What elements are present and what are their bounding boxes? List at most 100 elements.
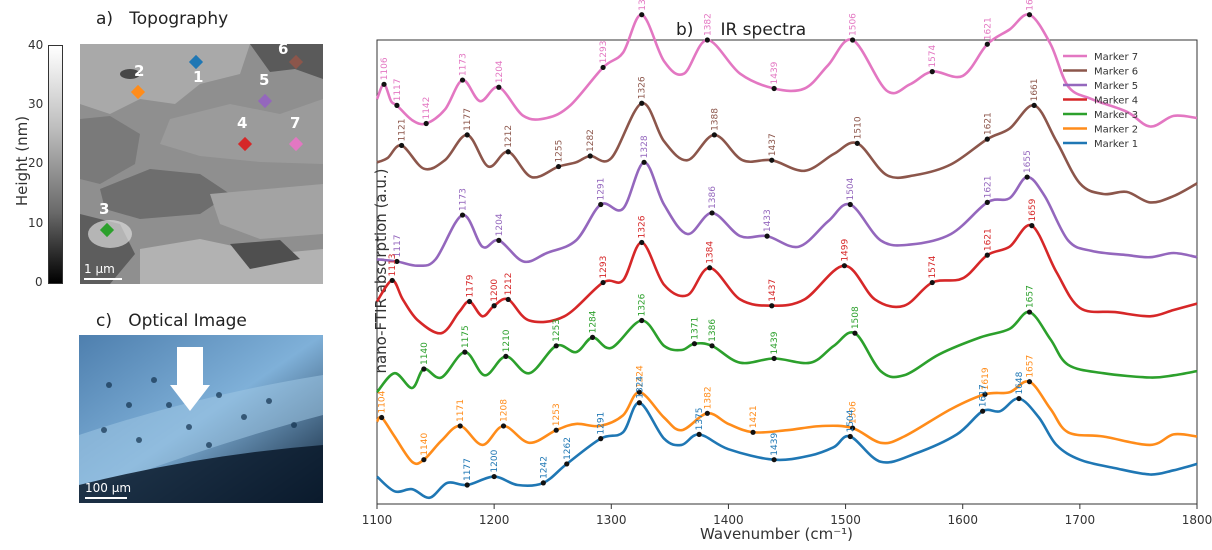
peak-point (984, 252, 990, 258)
peak-point (709, 343, 715, 349)
peak-point (771, 85, 777, 92)
peak-point (709, 210, 715, 216)
peak-point (564, 461, 570, 467)
peak-label: 1204 (495, 60, 505, 83)
peak-point (379, 414, 385, 421)
peak-point (1016, 395, 1022, 402)
peak-label: 1439 (770, 61, 780, 84)
peak-point (769, 157, 775, 163)
spectrum-marker-6 (376, 102, 1198, 204)
peak-point (600, 64, 606, 71)
peak-label: 1619 (981, 367, 991, 390)
topography-marker-label: 5 (259, 71, 270, 89)
peak-point (464, 482, 470, 488)
peak-label: 1574 (928, 255, 938, 278)
peak-label: 1242 (539, 456, 549, 479)
spectrum-marker-1 (376, 397, 1198, 500)
peak-label: 1293 (599, 256, 609, 279)
topography-marker-label: 6 (278, 40, 289, 58)
peak-label: 1117 (393, 78, 403, 101)
peak-point (847, 433, 853, 440)
colorbar-tick: 0 (35, 275, 43, 289)
peak-label: 1106 (380, 57, 390, 80)
peak-point (850, 37, 856, 43)
peak-label: 1200 (490, 279, 500, 302)
peak-point (500, 423, 507, 429)
peak-point (459, 212, 466, 218)
peak-point (639, 100, 645, 106)
peak-label: 1171 (456, 399, 466, 422)
peak-point (459, 77, 466, 83)
peak-point (841, 263, 847, 269)
peak-point (462, 349, 468, 355)
peak-label: 1510 (853, 116, 863, 139)
peak-label: 1177 (463, 108, 473, 131)
peak-label: 1291 (597, 178, 607, 201)
peak-label: 1621 (983, 112, 993, 135)
peak-point (704, 37, 710, 43)
peak-point (1024, 174, 1030, 180)
peak-point (847, 201, 853, 208)
peak-label: 1175 (461, 325, 471, 348)
peak-point (505, 149, 511, 155)
peak-point (505, 296, 511, 303)
peak-point (854, 140, 860, 146)
peak-point (491, 473, 497, 480)
x-tick-label: 1500 (830, 513, 861, 527)
peak-point (598, 201, 604, 208)
peak-label: 1255 (555, 140, 565, 163)
arrow-head (170, 385, 210, 411)
spectrum-marker-3 (375, 310, 1198, 394)
peak-label: 1291 (597, 412, 607, 435)
peak-point (555, 163, 562, 170)
x-tick-label: 1400 (713, 513, 744, 527)
peak-point (394, 258, 400, 265)
peak-point (929, 279, 935, 286)
peak-point (696, 431, 702, 437)
peak-label: 1104 (378, 390, 388, 413)
peak-point (1026, 12, 1033, 18)
peak-label: 1212 (504, 273, 514, 296)
peak-point (1026, 309, 1033, 315)
peak-label: 1506 (849, 401, 859, 424)
peak-point (771, 457, 777, 463)
peak-point (980, 408, 986, 414)
peak-point (639, 317, 645, 324)
peak-point (466, 298, 473, 305)
peak-point (850, 425, 856, 431)
x-tick-label: 1200 (479, 513, 510, 527)
spectrum-marker-5 (376, 161, 1198, 268)
peak-point (491, 303, 497, 309)
peak-point (421, 457, 427, 463)
peak-label: 1293 (599, 41, 609, 64)
peak-label: 1648 (1015, 371, 1025, 394)
peak-point (464, 132, 470, 138)
legend-label: Marker 2 (1094, 125, 1138, 136)
x-tick-label: 1800 (1182, 513, 1212, 527)
peak-point (771, 355, 777, 362)
peak-label: 1375 (695, 407, 705, 430)
peak-point (540, 480, 546, 486)
peak-label: 1382 (703, 13, 713, 36)
topography-marker-label: 4 (237, 114, 248, 132)
peak-label: 1386 (708, 186, 718, 209)
peak-point (750, 429, 756, 435)
peak-point (636, 389, 642, 395)
peak-point (707, 265, 713, 271)
peak-point (399, 142, 405, 149)
peak-point (389, 277, 395, 284)
peak-label: 1388 (710, 108, 720, 131)
peak-label: 1284 (589, 310, 599, 333)
peak-label: 1204 (495, 213, 505, 236)
peak-label: 1655 (1023, 150, 1033, 173)
peak-label: 1657 (1025, 285, 1035, 308)
x-tick-label: 1300 (596, 513, 627, 527)
legend-label: Marker 4 (1094, 96, 1138, 107)
peak-point (769, 303, 775, 309)
peak-label: 1324 (635, 365, 645, 388)
peak-label: 1621 (983, 228, 993, 251)
peak-label: 1117 (393, 235, 403, 258)
peak-label: 1208 (500, 399, 510, 422)
peak-label: 1621 (983, 175, 993, 198)
peak-label: 1439 (770, 433, 780, 456)
